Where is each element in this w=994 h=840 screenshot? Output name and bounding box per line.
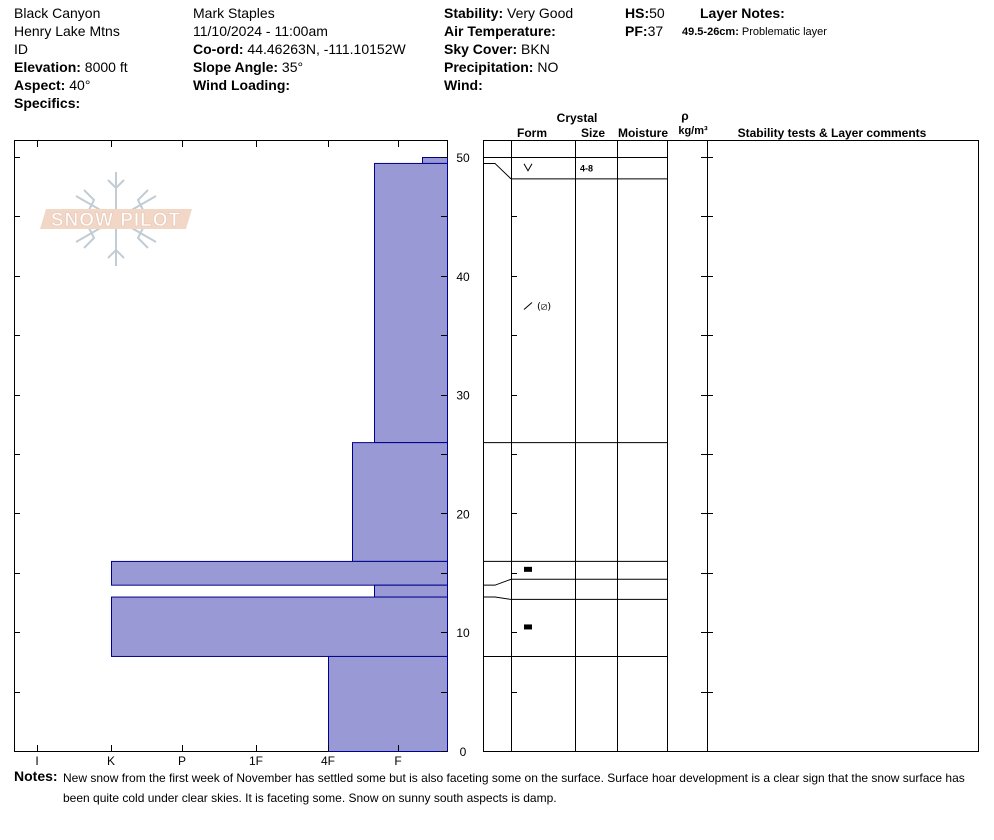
header-col-observation: Mark Staples 11/10/2024 - 11:00am Co-ord… [193,4,406,94]
layer-table-frame [483,140,979,752]
precipitation: Precipitation: NO [444,59,559,75]
layer-table-rows: 4-8 (⧄) [483,157,667,657]
logo-text: SNOW PILOT [51,210,181,231]
depth-tick-label: 40 [456,270,470,284]
sky-cover: Sky Cover: BKN [444,41,550,57]
hardness-tick-label: F [394,754,401,768]
density-symbol: ρ [681,109,688,123]
melt-form-icon [524,566,532,572]
hardness-bars [111,157,448,753]
notes-label: Notes: [14,768,58,784]
layer-note: 49.5-26cm: Problematic layer [682,26,827,38]
melt-form-icon [524,624,532,630]
stability: Stability: Very Good [444,5,574,21]
hardness-tick-label: 1F [249,754,263,768]
hardness-bar-6 [328,655,448,753]
crystal-size-label: 4-8 [580,164,593,174]
air-temperature: Air Temperature: [444,23,556,39]
observer-name: Mark Staples [193,5,275,21]
specifics: Specifics: [14,95,81,111]
layer-connector-4 [483,596,512,600]
size-header: Size [581,126,605,140]
wind-loading: Wind Loading: [193,77,291,93]
hardness-tick-label: P [178,754,186,768]
hardness-bar-3 [111,560,448,586]
depth-tick-label: 10 [456,626,470,640]
logo-banner [40,209,192,229]
layer-notes-title: Layer Notes: [700,5,785,21]
header-col-depths: HS:50 PF:37 [625,4,665,40]
layer-table-columns [511,140,708,751]
pf-value: PF:37 [625,23,664,39]
hardness-bar-2 [352,442,448,562]
hardness-bar-1 [374,162,448,444]
stability-tests-header: Stability tests & Layer comments [738,126,927,140]
elevation: Elevation: 8000 ft [14,59,128,75]
state: ID [14,41,28,57]
depth-tick-label: 30 [456,389,470,403]
coordinates: Co-ord: 44.46263N, -111.10152W [193,41,406,57]
snowpilot-logo: SNOW PILOT [40,172,192,266]
hs-value: HS:50 [625,5,665,21]
header-col-conditions: Stability: Very Good Air Temperature: Sk… [444,4,573,94]
hardness-bar-4 [374,584,448,598]
hardness-axis: I K P 1F 4F F [35,141,402,768]
aspect: Aspect: 40° [14,77,91,93]
density-unit: kg/m³ [678,125,708,137]
moisture-header: Moisture [618,126,668,140]
faceted-rounds-icon [523,302,533,310]
crystal-header: Crystal [557,111,598,125]
layer-connector-0 [483,162,512,180]
header-col-location: Black Canyon Henry Lake Mtns ID Elevatio… [14,4,128,112]
depth-axis: 0 10 20 30 40 50 [14,151,470,759]
observation-datetime: 11/10/2024 - 11:00am [193,23,328,39]
slope-angle: Slope Angle: 35° [193,59,304,75]
location-name: Black Canyon [14,5,101,21]
notes-text: New snow from the first week of November… [63,771,965,805]
depth-tick-label: 50 [456,151,470,165]
layer-connector-3 [483,578,512,586]
hardness-bar-0 [422,157,448,164]
depth-tick-label: 0 [460,745,467,759]
form-header: Form [517,126,547,140]
mountain-range: Henry Lake Mtns [14,23,120,39]
faceted-rounds-bracket-icon: (⧄) [537,302,551,313]
layer-table-ticks [511,157,713,752]
wind: Wind: [444,77,483,93]
hardness-bar-5 [111,596,448,657]
hardness-tick-label: I [35,754,38,768]
hardness-tick-label: 4F [321,754,335,768]
surface-hoar-icon [523,163,533,172]
depth-tick-label: 20 [456,507,470,521]
hardness-tick-label: K [107,754,115,768]
